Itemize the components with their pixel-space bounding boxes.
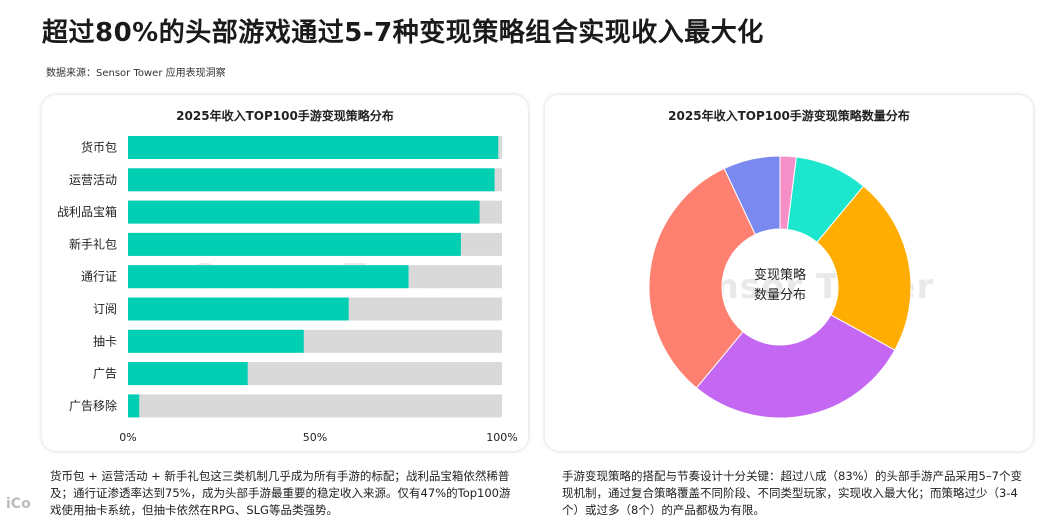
note-left: 货币包 + 运营活动 + 新手礼包这三类机制几乎成为所有手游的标配；战利品宝箱依… bbox=[50, 469, 511, 517]
bar-chart-title: 2025年收入TOP100手游变现策略分布 bbox=[176, 109, 394, 123]
category-label: 新手礼包 bbox=[69, 236, 117, 251]
donut-center-label: 变现策略 bbox=[754, 267, 806, 283]
category-label: 通行证 bbox=[81, 270, 117, 284]
bar-3 bbox=[128, 200, 480, 224]
category-label: 广告 bbox=[93, 367, 117, 381]
donut-slice-6 bbox=[723, 155, 781, 236]
category-label: 抽卡 bbox=[93, 334, 117, 348]
bar-5 bbox=[128, 265, 409, 289]
bar-4 bbox=[128, 232, 461, 256]
donut-chart: 变现策略数量分布 bbox=[648, 155, 912, 419]
donut-slice-4 bbox=[695, 314, 896, 419]
note-right: 手游变现策略的搭配与节奏设计十分关键：超过八成（83%）的头部手游产品采用5–7… bbox=[562, 469, 1022, 517]
data-source: 数据来源：Sensor Tower 应用表现洞察 bbox=[46, 68, 226, 79]
bar-9 bbox=[128, 394, 140, 418]
bar-6 bbox=[128, 297, 349, 321]
bar-track bbox=[128, 394, 502, 418]
category-label: 货币包 bbox=[81, 140, 117, 155]
bar-8 bbox=[128, 362, 248, 386]
donut-center-label: 数量分布 bbox=[754, 288, 806, 303]
category-label: 战利品宝箱 bbox=[57, 204, 117, 219]
x-tick-label: 50% bbox=[303, 431, 327, 444]
corner-logo: iCo bbox=[6, 496, 31, 512]
donut-chart-title: 2025年收入TOP100手游变现策略数量分布 bbox=[668, 109, 910, 123]
donut-slice-3 bbox=[816, 185, 912, 351]
bar-1 bbox=[128, 136, 499, 159]
page-title: 超过80%的头部游戏通过5-7种变现策略组合实现收入最大化 bbox=[42, 18, 764, 48]
category-label: 广告移除 bbox=[69, 398, 117, 413]
donut-slice-5 bbox=[648, 167, 756, 389]
bar-chart-panel: 2025年收入TOP100手游变现策略分布 Sensor Tower 货币包运营… bbox=[42, 95, 528, 451]
x-tick-label: 100% bbox=[486, 431, 517, 444]
donut-chart-panel: 2025年收入TOP100手游变现策略数量分布 Sensor Tower 变现策… bbox=[545, 95, 1033, 451]
bar-7 bbox=[128, 329, 304, 353]
x-tick-label: 0% bbox=[119, 431, 136, 444]
category-label: 订阅 bbox=[93, 302, 117, 316]
category-label: 运营活动 bbox=[69, 173, 117, 187]
bar-2 bbox=[128, 168, 495, 192]
